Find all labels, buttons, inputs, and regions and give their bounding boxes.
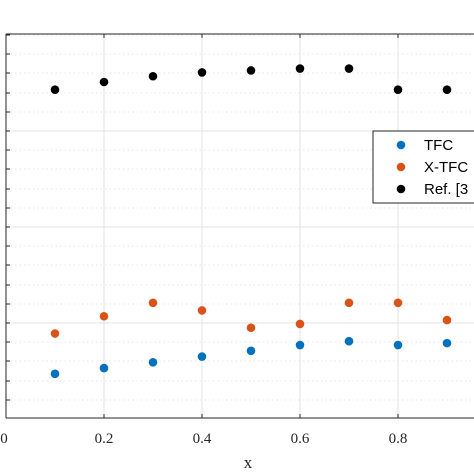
data-points xyxy=(50,64,452,379)
data-point xyxy=(246,323,256,333)
data-point xyxy=(197,352,207,361)
data-point xyxy=(295,340,305,350)
data-point xyxy=(50,369,60,379)
data-point xyxy=(442,85,452,94)
x-tick-label: 0.4 xyxy=(193,431,212,447)
legend-entry: X-TFC xyxy=(424,159,468,176)
data-point xyxy=(197,306,207,315)
data-point xyxy=(295,64,305,73)
data-point xyxy=(295,319,305,329)
legend-marker xyxy=(396,162,406,172)
legend-marker xyxy=(396,140,406,150)
data-point xyxy=(442,315,452,325)
data-point xyxy=(148,71,158,81)
data-point xyxy=(99,311,109,321)
legend: TFC X-TFC Ref. [3 xyxy=(372,130,474,204)
legend-box xyxy=(372,130,474,204)
grid xyxy=(6,34,474,418)
legend-entry: Ref. [3 xyxy=(424,181,468,198)
data-point xyxy=(344,336,354,346)
x-tick-label: 0.6 xyxy=(291,431,310,447)
legend-marker xyxy=(396,184,406,194)
data-point xyxy=(246,66,256,75)
data-point xyxy=(99,363,109,373)
data-point xyxy=(50,85,60,94)
data-point xyxy=(148,298,158,308)
data-point xyxy=(393,340,403,350)
axes: 0 0.2 0.4 0.6 0.8 xyxy=(0,33,474,447)
data-point xyxy=(344,298,354,308)
legend-entry: TFC xyxy=(424,137,453,154)
x-axis-label: x xyxy=(244,453,253,472)
data-point xyxy=(393,85,403,94)
x-tick-label: 0.8 xyxy=(389,431,408,447)
x-tick-label: 0.2 xyxy=(95,431,114,447)
data-point xyxy=(148,358,158,367)
data-point xyxy=(393,298,403,308)
data-point xyxy=(442,338,452,348)
x-tick-label: 0 xyxy=(0,431,8,447)
data-point xyxy=(50,329,60,338)
data-point xyxy=(344,64,354,73)
data-point xyxy=(246,346,256,356)
data-point xyxy=(99,77,109,87)
data-point xyxy=(197,68,207,77)
